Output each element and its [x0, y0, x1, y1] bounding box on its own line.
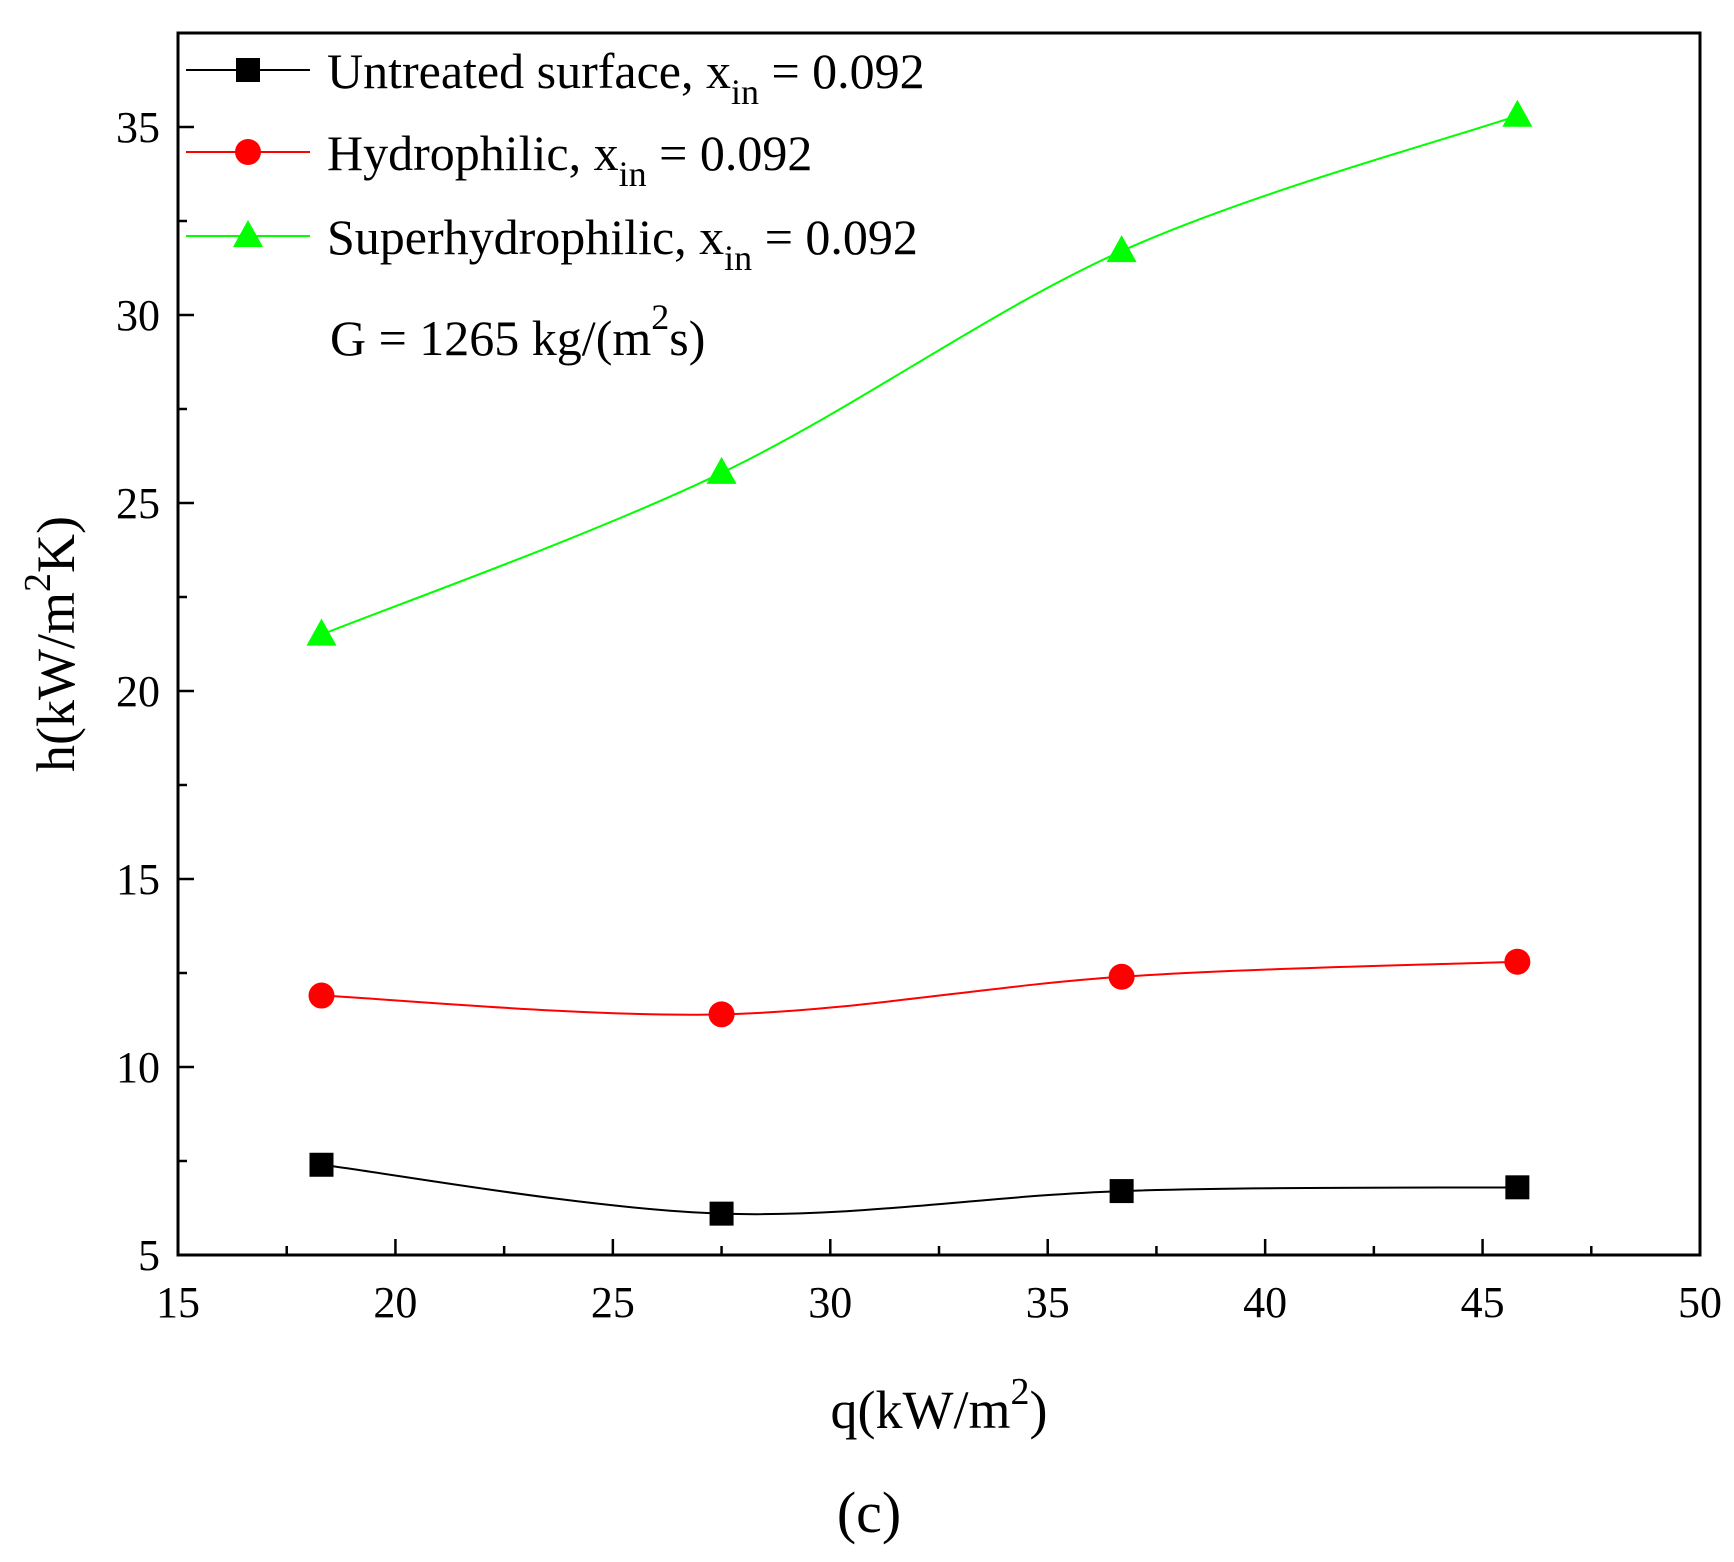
data-point-square: [1505, 1175, 1530, 1200]
legend-marker-triangle: [233, 220, 263, 247]
data-point-triangle: [1106, 235, 1137, 263]
annotation-mass-flux: G = 1265 kg/(m2s): [330, 297, 705, 366]
y-tick-label: 35: [116, 103, 160, 152]
x-tick-label: 40: [1243, 1278, 1287, 1327]
series-line-triangle: [321, 114, 1518, 636]
x-tick-label: 35: [1026, 1278, 1070, 1327]
y-axis-label: h(kW/m2K): [17, 516, 86, 772]
axis-ticks: 15 20 25 30 35 40 45 50 5 10 15 20 25 30 35: [116, 103, 1722, 1327]
data-point-triangle: [1502, 99, 1533, 127]
legend-label: Superhydrophilic, xin = 0.092: [327, 209, 918, 278]
y-tick-label: 25: [116, 479, 160, 528]
x-tick-label: 25: [591, 1278, 635, 1327]
legend-marker-circle: [235, 139, 261, 165]
data-point-circle: [308, 982, 335, 1009]
data-point-square: [709, 1201, 734, 1226]
legend-label: Hydrophilic, xin = 0.092: [327, 125, 812, 194]
x-tick-label: 45: [1461, 1278, 1505, 1327]
data-point-circle: [1108, 963, 1135, 990]
y-tick-label: 30: [116, 291, 160, 340]
data-point-circle: [708, 1001, 735, 1028]
series-layer: [306, 99, 1533, 1226]
x-axis-label: q(kW/m2): [831, 1371, 1048, 1440]
panel-label: (c): [837, 1480, 901, 1545]
data-point-square: [309, 1152, 334, 1177]
x-tick-label: 20: [373, 1278, 417, 1327]
y-tick-label: 5: [138, 1231, 160, 1280]
legend: Untreated surface, xin = 0.092 Hydrophili…: [186, 43, 925, 278]
legend-marker-square: [236, 58, 260, 82]
data-point-triangle: [306, 618, 337, 646]
data-point-square: [1109, 1179, 1134, 1204]
y-tick-label: 15: [116, 855, 160, 904]
series-line-circle: [321, 960, 1518, 1016]
data-point-triangle: [706, 456, 737, 484]
legend-label: Untreated surface, xin = 0.092: [327, 43, 925, 112]
x-tick-label: 15: [156, 1278, 200, 1327]
series-line-square: [321, 1163, 1518, 1216]
x-tick-label: 30: [808, 1278, 852, 1327]
x-tick-label: 50: [1678, 1278, 1722, 1327]
data-point-circle: [1504, 948, 1531, 975]
y-tick-label: 10: [116, 1043, 160, 1092]
y-tick-label: 20: [116, 667, 160, 716]
